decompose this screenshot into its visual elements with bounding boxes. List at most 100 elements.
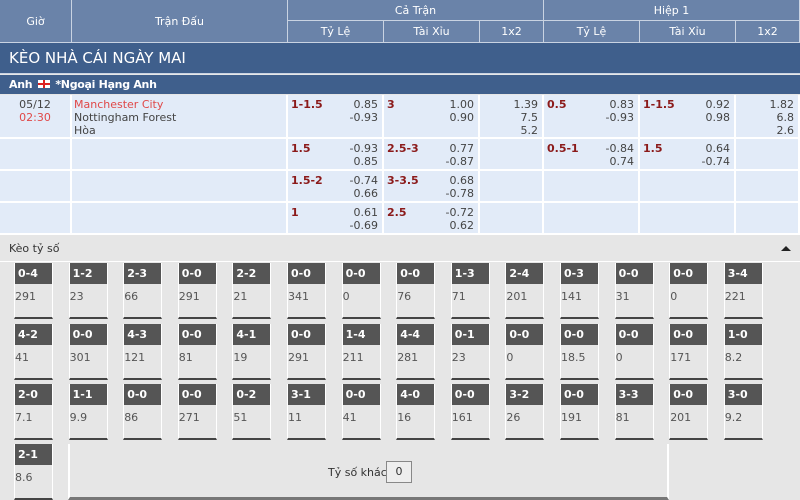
h1-1x2-odds[interactable]: 1.82 (769, 98, 795, 111)
score-card[interactable]: 0-1 23 (450, 324, 490, 380)
score-card[interactable]: 1-3 71 (450, 263, 490, 319)
score-label: 0-0 (178, 263, 216, 284)
h1-handicap-odds[interactable]: 0.83 (609, 98, 635, 111)
score-card[interactable]: 2-0 7.1 (14, 384, 53, 440)
score-card[interactable]: 4-4 281 (396, 324, 436, 380)
score-card[interactable]: 0-0 0 (505, 324, 545, 380)
score-card[interactable]: 2-2 21 (232, 263, 272, 319)
score-label: 0-0 (506, 324, 544, 345)
h1-over-under-odds[interactable]: -0.74 (701, 155, 730, 168)
h1-1x2-odds[interactable]: 6.8 (776, 111, 795, 124)
score-card[interactable]: 2-4 201 (505, 263, 545, 319)
score-odds: 19 (233, 351, 248, 364)
ft-handicap-odds[interactable]: 0.61 (353, 206, 379, 219)
ft-over-under-odds[interactable]: -0.72 (445, 206, 474, 219)
other-score-label: Tỷ số khác (328, 466, 387, 479)
collapse-arrow-icon[interactable] (781, 246, 791, 251)
score-odds: 8.6 (15, 471, 33, 484)
score-card[interactable]: 0-0 76 (396, 263, 436, 319)
ft-over-under-odds[interactable]: 1.00 (449, 98, 475, 111)
score-card[interactable]: 0-0 31 (614, 263, 654, 319)
correct-score-header[interactable]: Kèo tỷ số (0, 235, 800, 262)
score-card[interactable]: 0-0 171 (669, 324, 709, 380)
ft-handicap-odds[interactable]: -0.74 (349, 174, 378, 187)
score-card[interactable]: 0-4 291 (14, 263, 53, 319)
score-card[interactable]: 0-0 0 (614, 324, 654, 380)
ft-1x2-odds[interactable]: 1.39 (513, 98, 539, 111)
ft-over-under-cell: 2.5 -0.72 0.62 (384, 203, 480, 235)
score-card[interactable]: 0-0 0 (669, 263, 709, 319)
score-card[interactable]: 4-2 41 (14, 324, 53, 380)
score-card[interactable]: 0-0 301 (68, 324, 108, 380)
score-card[interactable]: 0-0 271 (177, 384, 217, 440)
score-card[interactable]: 0-0 81 (177, 324, 217, 380)
league-row[interactable]: Anh *Ngoại Hạng Anh (0, 75, 800, 94)
score-card[interactable]: 2-3 66 (123, 263, 163, 319)
score-label: 4-0 (397, 384, 435, 405)
score-card[interactable]: 4-3 121 (123, 324, 163, 380)
ft-over-under-odds[interactable]: 0.77 (449, 142, 475, 155)
col-h1-1x2: 1x2 (736, 21, 800, 43)
score-card[interactable]: 4-1 19 (232, 324, 272, 380)
ft-over-under-odds[interactable]: -0.78 (445, 187, 474, 200)
h1-over-under-odds[interactable]: 0.64 (705, 142, 731, 155)
ft-handicap-odds[interactable]: 0.85 (353, 98, 379, 111)
score-card[interactable]: 0-3 141 (560, 263, 599, 319)
england-flag-icon (37, 80, 50, 88)
ft-handicap-odds[interactable]: -0.93 (349, 111, 378, 124)
score-card[interactable]: 3-0 9.2 (723, 384, 763, 440)
score-card[interactable]: 0-0 18.5 (560, 324, 599, 380)
score-card[interactable]: 4-0 16 (396, 384, 436, 440)
score-odds: 81 (178, 351, 193, 364)
ft-handicap-line: 1.5 (291, 142, 311, 155)
h1-over-under-cell (640, 171, 736, 203)
ft-handicap-odds[interactable]: 0.66 (353, 187, 379, 200)
score-card[interactable]: 1-2 23 (68, 263, 108, 319)
score-card[interactable]: 3-3 81 (614, 384, 654, 440)
h1-over-under-odds[interactable]: 0.98 (705, 111, 731, 124)
score-card[interactable]: 0-0 291 (287, 324, 326, 380)
score-card[interactable]: 0-2 51 (232, 384, 272, 440)
score-odds: 11 (288, 411, 302, 424)
score-card[interactable]: 0-0 161 (450, 384, 490, 440)
h1-1x2-odds[interactable]: 2.6 (776, 124, 795, 137)
score-card[interactable]: 0-0 41 (341, 384, 381, 440)
score-card[interactable]: 0-0 0 (341, 263, 381, 319)
h1-handicap-odds[interactable]: -0.93 (605, 111, 634, 124)
score-odds: 76 (397, 290, 412, 303)
ft-1x2-odds[interactable]: 5.2 (520, 124, 539, 137)
score-card[interactable]: 0-0 191 (560, 384, 599, 440)
score-label: 1-3 (451, 263, 489, 284)
score-card[interactable]: 0-0 201 (669, 384, 709, 440)
ft-1x2-odds[interactable]: 7.5 (520, 111, 539, 124)
score-label: 3-3 (615, 384, 653, 405)
ft-over-under-odds[interactable]: -0.87 (445, 155, 474, 168)
score-card[interactable]: 0-0 341 (287, 263, 326, 319)
ft-handicap-odds[interactable]: -0.93 (349, 142, 378, 155)
score-card[interactable]: 3-2 26 (505, 384, 545, 440)
score-label: 4-2 (15, 324, 52, 345)
score-card[interactable]: 3-1 11 (287, 384, 326, 440)
other-score-value[interactable]: 0 (386, 461, 412, 483)
score-odds: 16 (397, 411, 412, 424)
score-odds: 271 (178, 411, 200, 424)
score-card[interactable]: 0-0 291 (177, 263, 217, 319)
score-label: 2-3 (124, 263, 162, 284)
h1-handicap-odds[interactable]: -0.84 (605, 142, 634, 155)
ft-handicap-odds[interactable]: 0.85 (353, 155, 379, 168)
score-card[interactable]: 1-1 9.9 (68, 384, 108, 440)
ft-over-under-odds[interactable]: 0.90 (449, 111, 475, 124)
ft-over-under-odds[interactable]: 0.68 (449, 174, 475, 187)
h1-over-under-odds[interactable]: 0.92 (705, 98, 731, 111)
h1-handicap-odds[interactable]: 0.74 (609, 155, 635, 168)
ft-over-under-odds[interactable]: 0.62 (449, 219, 475, 232)
ft-handicap-odds[interactable]: -0.69 (349, 219, 378, 232)
score-card[interactable]: 1-4 211 (341, 324, 381, 380)
h1-1x2-cell (736, 139, 800, 171)
score-card[interactable]: 2-1 8.6 (14, 444, 53, 500)
score-card[interactable]: 0-0 86 (123, 384, 163, 440)
score-card[interactable]: 1-0 8.2 (723, 324, 763, 380)
score-card[interactable]: 3-4 221 (723, 263, 763, 319)
league-name: *Ngoại Hạng Anh (55, 78, 157, 91)
col-gio: Giờ (0, 0, 72, 43)
